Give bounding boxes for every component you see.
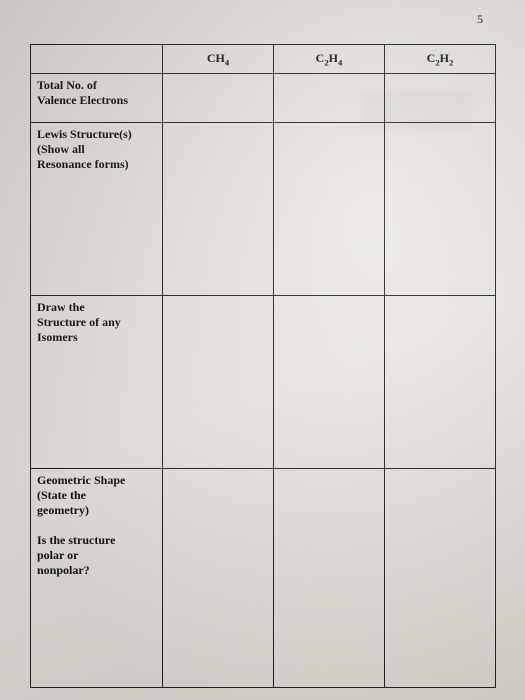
row-label: Lewis Structure(s)(Show allResonance for…: [31, 123, 163, 296]
table-row: Lewis Structure(s)(Show allResonance for…: [31, 123, 496, 296]
table-row: Draw theStructure of anyIsomers: [31, 296, 496, 469]
cell: [385, 123, 496, 296]
table-body: Total No. ofValence ElectronsLewis Struc…: [31, 74, 496, 688]
cell: [274, 469, 385, 688]
row-label: Geometric Shape(State thegeometry) Is th…: [31, 469, 163, 688]
table-row: Total No. ofValence Electrons: [31, 74, 496, 123]
worksheet-sheet: CH4 C2H4 C2H2 Total No. ofValence Electr…: [30, 44, 495, 664]
cell: [163, 74, 274, 123]
worksheet-table: CH4 C2H4 C2H2 Total No. ofValence Electr…: [30, 44, 496, 688]
header-row: CH4 C2H4 C2H2: [31, 45, 496, 74]
header-ch4: CH4: [163, 45, 274, 74]
cell: [274, 296, 385, 469]
table-row: Geometric Shape(State thegeometry) Is th…: [31, 469, 496, 688]
cell: [385, 469, 496, 688]
header-c2h2: C2H2: [385, 45, 496, 74]
row-label: Total No. ofValence Electrons: [31, 74, 163, 123]
cell: [274, 123, 385, 296]
worksheet-page: 5 CH4 C2H4 C2H2 Total No. ofValence Elec…: [0, 0, 525, 700]
cell: [163, 469, 274, 688]
cell: [385, 74, 496, 123]
header-blank: [31, 45, 163, 74]
cell: [163, 296, 274, 469]
cell: [385, 296, 496, 469]
cell: [274, 74, 385, 123]
row-label: Draw theStructure of anyIsomers: [31, 296, 163, 469]
header-c2h4: C2H4: [274, 45, 385, 74]
page-number: 5: [477, 12, 483, 27]
cell: [163, 123, 274, 296]
